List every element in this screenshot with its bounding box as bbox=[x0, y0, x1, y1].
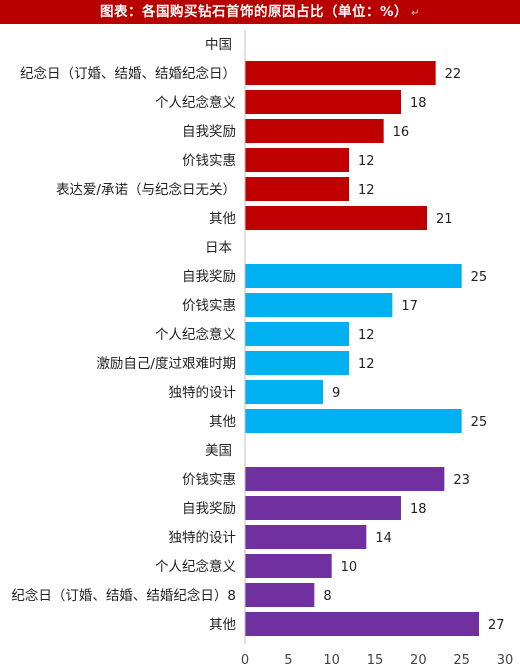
x-tick-label: 20 bbox=[410, 653, 427, 668]
data-label: 12 bbox=[358, 154, 375, 169]
category-label: 自我奖励 bbox=[182, 268, 236, 285]
category-label: 个人纪念意义 bbox=[155, 94, 236, 111]
data-label: 21 bbox=[436, 212, 453, 227]
group-label: 美国 bbox=[205, 443, 232, 459]
x-tick-label: 0 bbox=[241, 653, 249, 668]
category-label: 其他 bbox=[209, 414, 236, 430]
bar bbox=[245, 119, 384, 143]
bar bbox=[245, 612, 479, 636]
data-label: 14 bbox=[375, 531, 392, 546]
data-label: 18 bbox=[410, 502, 427, 517]
category-label: 价钱实惠 bbox=[182, 298, 236, 314]
data-label: 22 bbox=[445, 67, 462, 82]
bar bbox=[245, 409, 462, 433]
group-label: 中国 bbox=[205, 37, 232, 53]
category-label: 个人纪念意义 bbox=[155, 326, 236, 343]
category-label: 价钱实惠 bbox=[182, 472, 236, 488]
category-label: 表达爱/承诺（与纪念日无关） bbox=[56, 181, 236, 198]
bar bbox=[245, 61, 436, 85]
bar bbox=[245, 583, 315, 607]
bar bbox=[245, 554, 332, 578]
data-label: 25 bbox=[471, 415, 488, 430]
bar bbox=[245, 496, 401, 520]
data-label: 18 bbox=[410, 96, 427, 111]
bar bbox=[245, 525, 367, 549]
category-label: 纪念日（订婚、结婚、结婚纪念日） bbox=[20, 65, 236, 82]
category-label: 自我奖励 bbox=[182, 123, 236, 140]
category-label: 自我奖励 bbox=[182, 500, 236, 517]
x-tick-label: 15 bbox=[367, 653, 384, 668]
x-tick-label: 10 bbox=[323, 653, 340, 668]
data-label: 17 bbox=[401, 299, 418, 314]
chart-title-bar: 图表：各国购买钻石首饰的原因占比（单位：%） ↵ bbox=[0, 0, 520, 24]
data-label: 10 bbox=[341, 560, 358, 575]
bar bbox=[245, 90, 401, 114]
data-label: 25 bbox=[471, 270, 488, 285]
data-label: 12 bbox=[358, 328, 375, 343]
chart-title: 图表：各国购买钻石首饰的原因占比（单位：%） bbox=[100, 4, 409, 20]
data-label: 12 bbox=[358, 357, 375, 372]
category-label: 个人纪念意义 bbox=[155, 558, 236, 575]
x-tick-label: 25 bbox=[453, 653, 470, 668]
bar bbox=[245, 293, 393, 317]
data-label: 9 bbox=[332, 386, 340, 401]
data-label: 8 bbox=[323, 589, 331, 604]
data-label: 12 bbox=[358, 183, 375, 198]
x-tick-label: 30 bbox=[497, 653, 514, 668]
category-label: 独特的设计 bbox=[169, 530, 237, 546]
bar bbox=[245, 467, 445, 491]
bar bbox=[245, 177, 349, 201]
data-label: 23 bbox=[453, 473, 470, 488]
category-label: 独特的设计 bbox=[169, 385, 237, 401]
category-label: 纪念日（订婚、结婚、结婚纪念日）8 bbox=[11, 587, 236, 604]
category-label: 其他 bbox=[209, 211, 236, 227]
return-mark-icon: ↵ bbox=[411, 8, 420, 19]
data-label: 27 bbox=[488, 618, 505, 633]
bar bbox=[245, 351, 349, 375]
bar bbox=[245, 206, 427, 230]
category-label: 价钱实惠 bbox=[182, 153, 236, 169]
x-tick-label: 5 bbox=[284, 653, 292, 668]
category-label: 激励自己/度过艰难时期 bbox=[96, 356, 236, 372]
group-label: 日本 bbox=[205, 240, 232, 256]
bar bbox=[245, 380, 323, 404]
data-label: 16 bbox=[393, 125, 410, 140]
bar bbox=[245, 264, 462, 288]
bar bbox=[245, 148, 349, 172]
category-label: 其他 bbox=[209, 617, 236, 633]
bar bbox=[245, 322, 349, 346]
